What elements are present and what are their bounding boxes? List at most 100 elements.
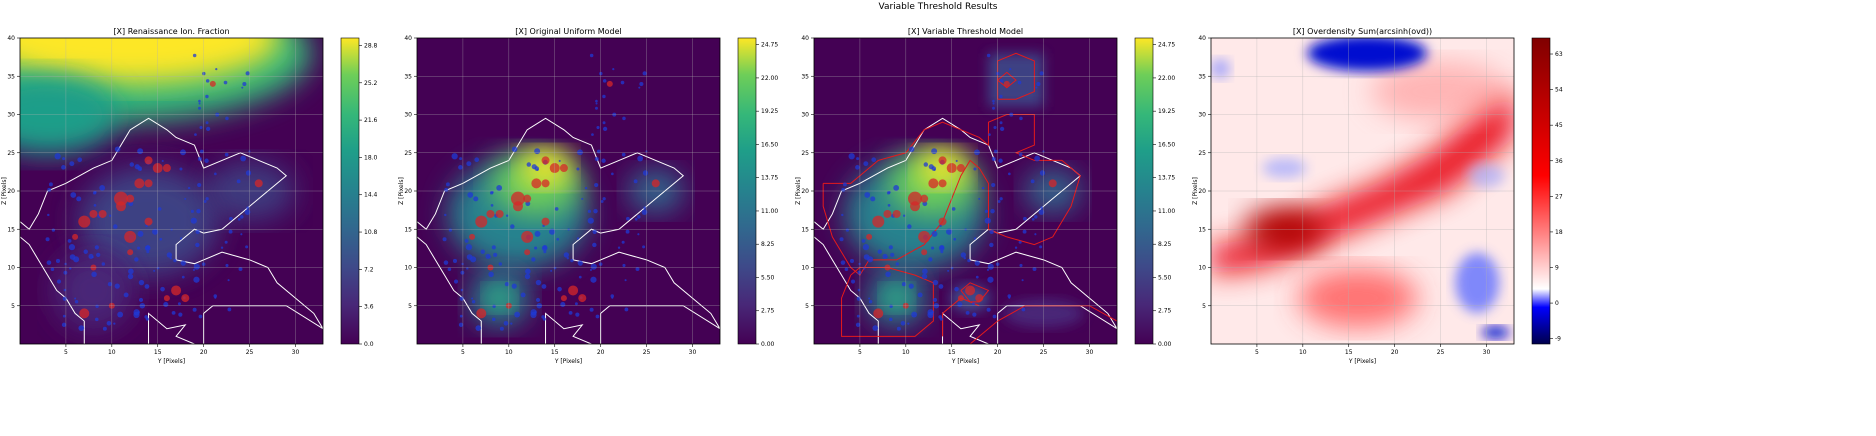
colorbar-tick-label: 27 [1555, 193, 1563, 200]
colorbar-tick-label: 16.50 [761, 141, 778, 148]
red-marker [495, 209, 504, 218]
y-tick-label: 40 [1198, 35, 1206, 42]
blue-marker [960, 252, 967, 258]
blue-marker [205, 79, 210, 83]
red-marker [965, 285, 976, 296]
blue-marker [193, 276, 200, 283]
blue-marker [595, 106, 598, 110]
blue-marker [993, 149, 998, 154]
red-marker [171, 285, 182, 296]
blue-marker [917, 292, 923, 298]
y-tick-label: 40 [404, 35, 412, 42]
blue-marker [466, 267, 469, 270]
blue-marker [541, 315, 545, 319]
blue-marker [839, 237, 844, 242]
blue-marker [102, 326, 107, 331]
blue-marker [510, 322, 513, 325]
overdensity-blob [1297, 268, 1418, 329]
blue-marker [975, 275, 979, 279]
red-marker [938, 179, 947, 188]
blue-marker [921, 273, 928, 280]
blue-marker [488, 256, 491, 259]
blue-marker [69, 267, 72, 270]
blue-marker [1021, 307, 1026, 312]
blue-marker [553, 266, 557, 270]
blue-marker [890, 252, 895, 258]
blue-marker [94, 245, 99, 250]
blue-marker [554, 207, 559, 211]
colorbar-tick-label: 11.00 [1158, 208, 1175, 215]
blue-marker [566, 256, 569, 260]
blue-marker [459, 314, 463, 318]
blue-marker [493, 252, 498, 258]
blue-marker [225, 263, 229, 267]
blue-marker [180, 149, 186, 156]
blue-marker [992, 106, 995, 110]
blue-marker [45, 237, 50, 242]
red-marker [883, 209, 892, 218]
colorbar-tick-label: 16.50 [1158, 141, 1175, 148]
y-tick-label: 20 [7, 188, 15, 195]
blue-marker [624, 279, 627, 282]
blue-marker [245, 71, 250, 76]
blue-marker [67, 239, 72, 243]
x-tick-label: 25 [246, 349, 254, 356]
blue-marker [459, 296, 464, 301]
blue-marker [229, 216, 233, 221]
blue-marker [157, 207, 162, 211]
blue-marker [62, 314, 66, 318]
figure-suptitle: Variable Threshold Results [878, 2, 998, 12]
blue-marker [133, 311, 140, 318]
y-tick-label: 10 [7, 265, 15, 272]
blue-marker [48, 182, 53, 187]
blue-marker [123, 292, 129, 298]
blue-marker [999, 121, 1003, 125]
blue-marker [871, 157, 877, 163]
blue-marker [864, 192, 871, 198]
blue-marker [967, 258, 971, 263]
blue-marker [923, 162, 929, 167]
blue-marker [95, 317, 99, 322]
blue-marker [95, 304, 99, 309]
blue-marker [145, 245, 151, 250]
blue-marker [224, 240, 228, 244]
blue-marker [492, 304, 496, 309]
x-tick-label: 15 [1345, 349, 1353, 356]
blue-marker [643, 206, 646, 210]
blue-marker [240, 233, 243, 236]
x-tick-label: 30 [1483, 349, 1491, 356]
blue-marker [984, 209, 988, 213]
blue-marker [199, 149, 204, 154]
red-marker [162, 164, 171, 173]
red-marker [486, 209, 495, 218]
blue-marker [999, 197, 1003, 201]
blue-marker [146, 250, 150, 254]
blue-marker [577, 149, 583, 156]
blue-marker [1039, 245, 1043, 249]
blue-marker [887, 203, 891, 207]
blue-marker [600, 200, 604, 203]
region-contour [960, 282, 990, 303]
blue-marker [240, 215, 244, 219]
blue-marker [192, 268, 196, 272]
x-tick-label: 20 [994, 349, 1002, 356]
blue-marker [989, 229, 994, 235]
blue-marker [601, 158, 606, 163]
blue-marker [473, 196, 479, 202]
colorbar-tick-label: 54 [1555, 87, 1563, 94]
blue-marker [574, 302, 578, 306]
blue-marker [137, 230, 144, 237]
red-marker [559, 164, 568, 173]
field-peak [20, 38, 281, 83]
blue-marker [205, 121, 209, 125]
blue-marker [205, 197, 209, 201]
blue-marker [634, 218, 638, 221]
blue-marker [931, 230, 938, 237]
blue-marker [195, 242, 200, 248]
blue-marker [938, 284, 944, 289]
blue-marker [1040, 206, 1043, 210]
y-tick-label: 5 [1202, 303, 1206, 310]
colorbar-tick-label: 8.25 [761, 241, 775, 248]
blue-marker [144, 315, 148, 319]
blue-marker [581, 197, 584, 200]
